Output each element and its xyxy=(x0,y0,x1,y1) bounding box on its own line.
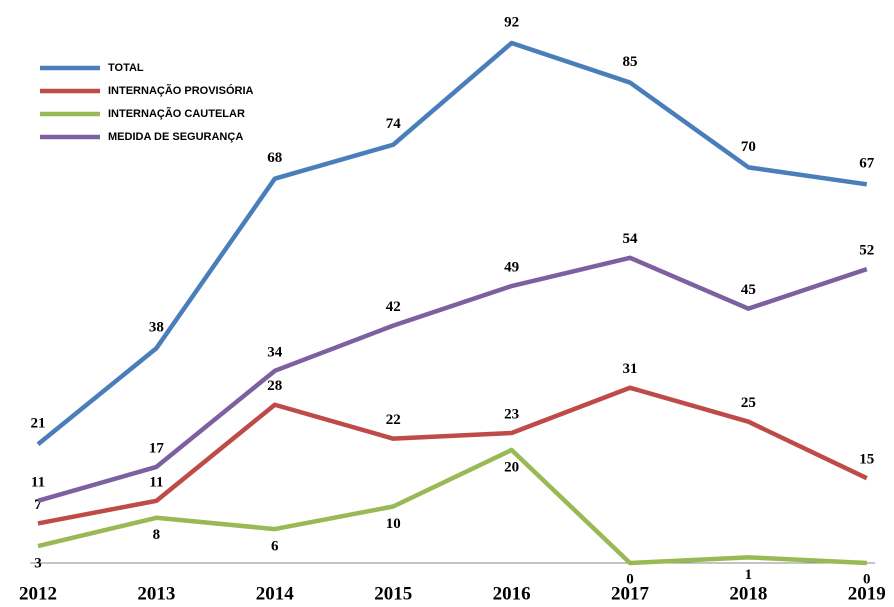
data-label: 85 xyxy=(623,54,638,70)
data-label: 31 xyxy=(623,361,638,377)
data-label: 3 xyxy=(34,555,42,571)
data-label: 54 xyxy=(623,231,639,247)
x-tick-label: 2014 xyxy=(256,583,295,604)
series-line xyxy=(36,40,868,447)
data-label: 28 xyxy=(267,378,282,394)
x-tick-label: 2012 xyxy=(19,583,57,604)
data-label: 68 xyxy=(267,150,282,166)
x-tick-label: 2015 xyxy=(374,583,412,604)
x-tick-label: 2019 xyxy=(848,583,886,604)
data-label: 7 xyxy=(34,497,42,513)
data-label: 42 xyxy=(386,299,401,315)
data-label: 49 xyxy=(504,259,519,275)
data-label: 11 xyxy=(149,474,163,490)
data-label: 22 xyxy=(386,412,401,428)
legend-label: MEDIDA DE SEGURANÇA xyxy=(108,131,243,143)
data-label: 45 xyxy=(741,282,756,298)
data-label: 21 xyxy=(31,416,46,432)
data-label: 20 xyxy=(504,459,519,475)
data-label: 67 xyxy=(859,156,875,172)
data-label: 6 xyxy=(271,539,279,555)
data-label: 38 xyxy=(149,320,164,336)
x-tick-label: 2013 xyxy=(137,583,175,604)
x-tick-label: 2016 xyxy=(493,583,531,604)
data-label: 25 xyxy=(741,395,756,411)
x-tick-label: 2018 xyxy=(729,583,767,604)
legend-label: INTERNAÇÃO CAUTELAR xyxy=(108,107,245,120)
data-label: 92 xyxy=(504,14,519,30)
legend-label: TOTAL xyxy=(108,62,144,74)
data-label: 11 xyxy=(31,474,45,490)
x-tick-label: 2017 xyxy=(611,583,650,604)
data-label: 17 xyxy=(149,440,165,456)
data-label: 8 xyxy=(153,527,161,543)
series-line xyxy=(37,447,867,566)
series-line xyxy=(37,385,868,526)
data-label: 34 xyxy=(267,344,283,360)
data-label: 1 xyxy=(745,567,753,583)
data-label: 10 xyxy=(386,516,401,532)
data-label: 23 xyxy=(504,406,519,422)
data-label: 15 xyxy=(859,452,874,468)
data-label: 70 xyxy=(741,139,756,155)
data-label: 52 xyxy=(859,243,874,259)
data-label: 74 xyxy=(386,116,402,132)
legend-label: INTERNAÇÃO PROVISÓRIA xyxy=(108,84,254,97)
data-label: 0 xyxy=(863,571,871,587)
data-label: 0 xyxy=(626,571,634,587)
series-line xyxy=(37,255,868,503)
